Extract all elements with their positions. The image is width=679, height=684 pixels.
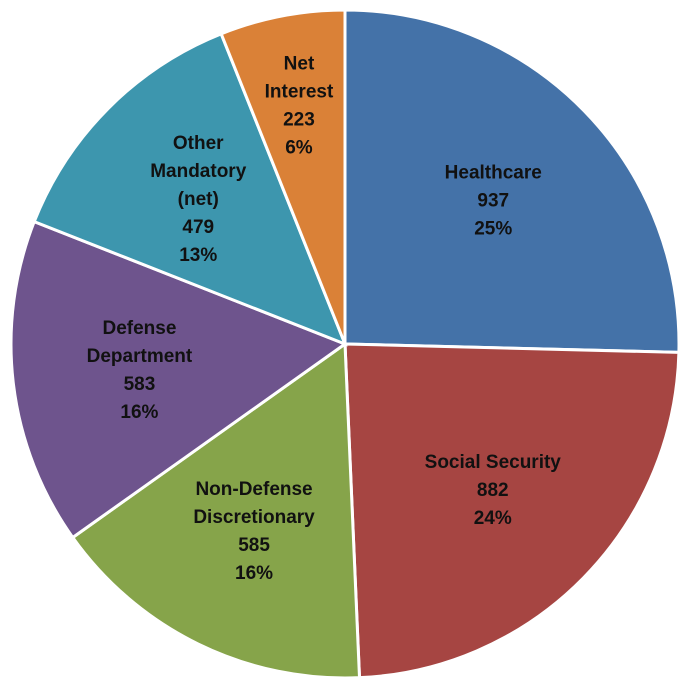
data-label-name-defense-department: Defense	[102, 318, 176, 339]
data-label-value-other-mandatory-net: 479	[182, 217, 214, 238]
data-label-value-non-defense-discretionary: 585	[238, 535, 270, 556]
data-label-name-non-defense-discretionary: Discretionary	[193, 507, 315, 528]
data-label-name-net-interest: Net	[284, 54, 315, 75]
data-label-net-interest: Net Interest 223 6%	[265, 54, 334, 159]
data-label-name-healthcare: Healthcare	[445, 162, 542, 183]
data-label-other-mandatory-net: Other Mandatory (net) 479 13%	[150, 133, 247, 266]
data-label-social-security: Social Security 882 24%	[425, 452, 562, 529]
pie-slice-non-defense-discretionary	[70, 341, 362, 680]
data-label-name-social-security: Social Security	[425, 452, 562, 473]
data-label-name-other-mandatory-net: Mandatory	[150, 161, 247, 182]
data-label-value-defense-department: 583	[124, 374, 156, 395]
data-label-name-other-mandatory-net: Other	[173, 133, 224, 154]
data-label-defense-department: Defense Department 583 16%	[87, 318, 193, 423]
data-label-value-healthcare: 937	[477, 190, 509, 211]
pie-slice-social-security	[343, 342, 679, 680]
data-label-name-non-defense-discretionary: Non-Defense	[195, 479, 312, 500]
data-label-percent-social-security: 24%	[474, 508, 512, 529]
data-label-name-other-mandatory-net: (net)	[178, 189, 219, 210]
data-label-percent-healthcare: 25%	[474, 218, 512, 239]
data-label-value-social-security: 882	[477, 480, 509, 501]
data-label-non-defense-discretionary: Non-Defense Discretionary 585 16%	[193, 479, 315, 584]
data-label-percent-net-interest: 6%	[285, 138, 313, 159]
data-label-percent-defense-department: 16%	[120, 402, 158, 423]
data-label-name-defense-department: Department	[87, 346, 193, 367]
pie-slice-other-mandatory-net	[32, 31, 348, 347]
data-label-value-net-interest: 223	[283, 110, 315, 131]
data-label-healthcare: Healthcare 937 25%	[445, 162, 542, 239]
pie-slice-net-interest	[219, 8, 347, 345]
pie-slice-healthcare	[343, 8, 679, 354]
data-label-name-net-interest: Interest	[265, 82, 334, 103]
data-label-percent-other-mandatory-net: 13%	[179, 245, 217, 266]
data-label-percent-non-defense-discretionary: 16%	[235, 563, 273, 584]
pie-slice-defense-department	[9, 219, 349, 540]
